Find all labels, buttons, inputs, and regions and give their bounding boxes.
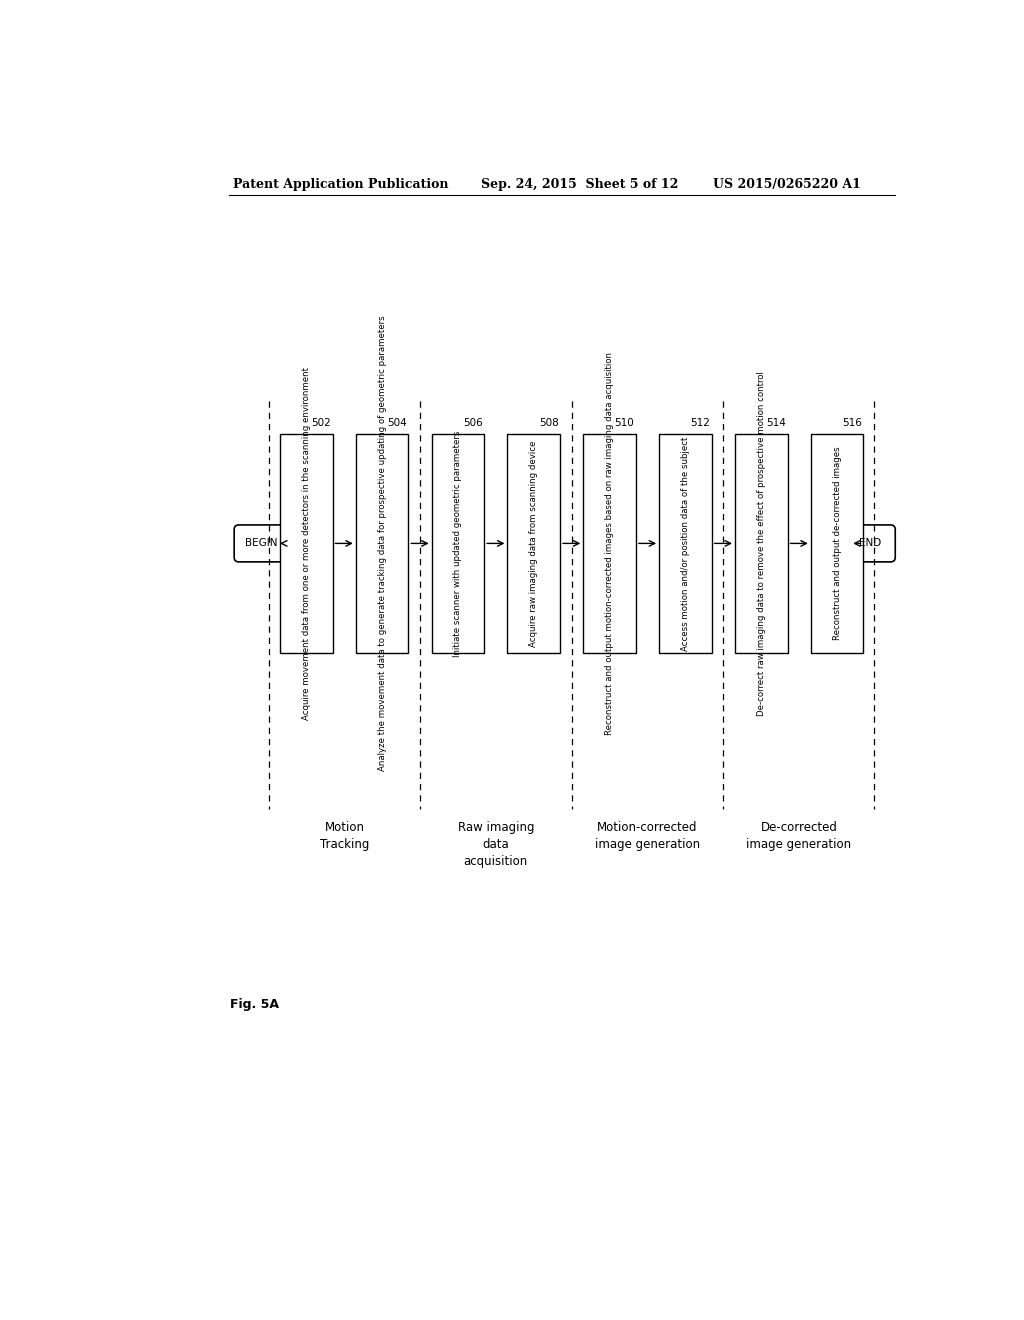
- Text: Access motion and/or position data of the subject: Access motion and/or position data of th…: [681, 436, 690, 651]
- Text: Sep. 24, 2015  Sheet 5 of 12: Sep. 24, 2015 Sheet 5 of 12: [480, 178, 678, 190]
- Text: Acquire raw imaging data from scanning device: Acquire raw imaging data from scanning d…: [529, 440, 539, 647]
- FancyBboxPatch shape: [735, 434, 787, 653]
- Text: END: END: [859, 539, 882, 548]
- Text: 514: 514: [766, 417, 786, 428]
- Text: Reconstruct and output motion-corrected images based on raw imaging data acquisi: Reconstruct and output motion-corrected …: [605, 352, 614, 735]
- Text: Fig. 5A: Fig. 5A: [230, 998, 280, 1011]
- Text: 516: 516: [842, 417, 862, 428]
- FancyBboxPatch shape: [234, 525, 289, 562]
- FancyBboxPatch shape: [659, 434, 712, 653]
- Text: Motion
Tracking: Motion Tracking: [319, 821, 370, 850]
- Text: BEGIN: BEGIN: [245, 539, 278, 548]
- FancyBboxPatch shape: [846, 525, 895, 562]
- Text: Initiate scanner with updated geometric parameters: Initiate scanner with updated geometric …: [454, 430, 463, 656]
- Text: 502: 502: [311, 417, 331, 428]
- Text: 510: 510: [614, 417, 635, 428]
- Text: 506: 506: [463, 417, 482, 428]
- FancyBboxPatch shape: [584, 434, 636, 653]
- FancyBboxPatch shape: [355, 434, 409, 653]
- Text: Analyze the movement data to generate tracking data for prospective updating of : Analyze the movement data to generate tr…: [378, 315, 387, 771]
- Text: 512: 512: [690, 417, 711, 428]
- Text: 508: 508: [539, 417, 558, 428]
- FancyBboxPatch shape: [508, 434, 560, 653]
- Text: Patent Application Publication: Patent Application Publication: [232, 178, 449, 190]
- Text: US 2015/0265220 A1: US 2015/0265220 A1: [713, 178, 861, 190]
- Text: Raw imaging
data
acquisition: Raw imaging data acquisition: [458, 821, 535, 867]
- Text: 504: 504: [387, 417, 407, 428]
- FancyBboxPatch shape: [811, 434, 863, 653]
- Text: Reconstruct and output de-corrected images: Reconstruct and output de-corrected imag…: [833, 446, 842, 640]
- Text: Acquire movement data from one or more detectors in the scanning environment: Acquire movement data from one or more d…: [302, 367, 310, 719]
- FancyBboxPatch shape: [431, 434, 484, 653]
- Text: Motion-corrected
image generation: Motion-corrected image generation: [595, 821, 700, 850]
- Text: De-corrected
image generation: De-corrected image generation: [746, 821, 851, 850]
- FancyBboxPatch shape: [280, 434, 333, 653]
- Text: De-correct raw imaging data to remove the effect of prospective motion control: De-correct raw imaging data to remove th…: [757, 371, 766, 715]
